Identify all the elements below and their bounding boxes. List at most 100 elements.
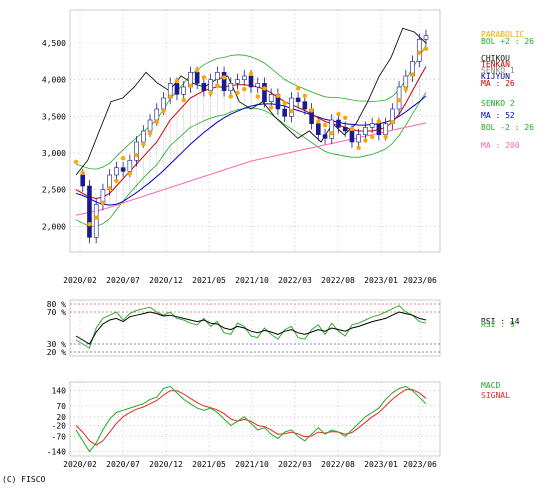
candle-body [423, 35, 429, 40]
macd-y-tick-label: 20 [56, 413, 66, 422]
rsi9-line [75, 305, 427, 349]
price-legend-label: BOL -2 : 26 [481, 123, 534, 132]
candle-body [403, 75, 409, 88]
candle-body [215, 72, 220, 80]
price-y-tick-label: 2,000 [42, 222, 66, 231]
parabolic-dot [181, 98, 186, 103]
price-x-tick-label: 2021/05 [192, 276, 226, 285]
candle-body [194, 72, 200, 84]
candle-body [316, 123, 321, 135]
macd-x-tick-label: 2021/05 [192, 460, 226, 469]
parabolic-dot [322, 122, 328, 128]
ma200-line [75, 122, 427, 216]
price-legend-label: SENKO 2 [481, 99, 515, 108]
macd-y-tick-label: -20 [52, 422, 67, 431]
price-y-tick-label: 3,000 [42, 149, 66, 158]
rsi-panel: 20 %30 % 70 %80 % [47, 299, 441, 357]
parabolic-dot [154, 120, 159, 125]
parabolic-dot [73, 159, 79, 164]
macd-x-tick-label: 2022/03 [278, 460, 312, 469]
price-legend-label: PARABOLIC [481, 30, 525, 39]
parabolic-dot [107, 186, 112, 191]
candle-body [363, 127, 368, 135]
macd-x-tick-label: 2023/01 [364, 460, 398, 469]
candle-body [114, 167, 119, 176]
candle-body [322, 134, 328, 139]
price-y-tick-label: 4,000 [42, 76, 66, 85]
price-legend-label: BOL +2 : 26 [481, 37, 534, 46]
candle-body [342, 127, 348, 132]
candle-body [289, 97, 294, 117]
macd-frame [69, 381, 441, 457]
parabolic-dot [275, 93, 281, 99]
parabolic-dot [221, 75, 227, 80]
parabolic-dot [208, 90, 213, 96]
parabolic-dot [423, 46, 429, 52]
candle-body [80, 174, 86, 187]
price-x-tick-label: 2022/03 [278, 276, 312, 285]
price-frame [69, 9, 441, 253]
candle-body [295, 97, 301, 102]
price-x-tick-label: 2023/01 [364, 276, 398, 285]
macd-y-tick-label: -70 [52, 432, 67, 441]
parabolic-dot [316, 119, 321, 124]
price-y-tick-label: 4,500 [42, 39, 66, 48]
price-legend-label: KIJYUN [481, 72, 510, 81]
price-x-tick-label: 2020/07 [106, 276, 140, 285]
parabolic-dot [134, 153, 139, 158]
macd-y-tick-label: 70 [56, 402, 66, 411]
macd-panel: -140 -70-2020 70 140 2020/02 2020/07 2020/12 20… [47, 381, 441, 469]
parabolic-dot [356, 145, 361, 151]
parabolic-dot [376, 119, 382, 124]
parabolic-dot [282, 100, 287, 106]
parabolic-dot [262, 86, 267, 91]
candle-body [383, 123, 388, 135]
candle-body [147, 119, 153, 132]
candle-body [141, 130, 146, 143]
parabolic-dot [396, 98, 402, 103]
candle-body [336, 119, 341, 128]
rsi-y-tick-label: 30 % [47, 340, 66, 349]
rsi-frame [69, 299, 441, 357]
candle-body [134, 141, 139, 161]
candle-body [268, 94, 274, 102]
price-panel: 2,000 2,500 3,000 3,500 4,000 4,500 2020/02 202… [42, 9, 441, 285]
macd-y-tick-label: -140 [47, 448, 66, 457]
parabolic-dot [383, 134, 388, 140]
parabolic-dot [168, 94, 173, 99]
price-y-tick-label: 2,500 [42, 186, 66, 195]
parabolic-dot [302, 93, 308, 99]
price-legend-label: SENKO 1 [481, 66, 515, 75]
parabolic-dot [161, 109, 166, 114]
rsi-legend-label: RSI : 14 [481, 317, 520, 326]
parabolic-dot [369, 134, 375, 140]
chikou-line [75, 27, 427, 176]
candle-body [181, 86, 186, 95]
parabolic-dot [343, 115, 348, 121]
price-legend-label: MA : 26 [481, 79, 515, 88]
parabolic-dot [336, 111, 341, 117]
rsi-legend-label: RSI : 9 [481, 320, 515, 329]
candle-body [228, 83, 234, 91]
macd-x-tick-label: 2020/02 [63, 460, 97, 469]
macd-x-tick-label: 2020/07 [106, 460, 140, 469]
parabolic-dot [93, 215, 99, 220]
parabolic-dot [410, 72, 415, 77]
parabolic-dot [349, 126, 355, 131]
parabolic-dot [268, 105, 274, 110]
candle-body [120, 167, 126, 172]
candle-body [87, 185, 92, 238]
price-y-tick-label: 3,500 [42, 112, 66, 121]
rsi-y-tick-label: 80 % [47, 300, 66, 309]
parabolic-dot [80, 170, 85, 175]
candle-body [201, 83, 207, 91]
candle-body [127, 160, 133, 172]
parabolic-dot [295, 86, 301, 91]
candle-body [221, 72, 227, 91]
price-x-tick-label: 2020/12 [149, 276, 183, 285]
candle-body [255, 83, 261, 88]
parabolic-dot [201, 75, 207, 80]
